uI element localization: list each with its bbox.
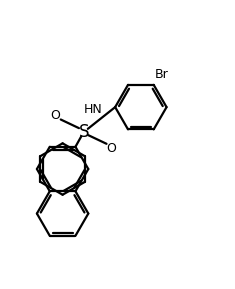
Text: O: O bbox=[51, 109, 61, 122]
Text: HN: HN bbox=[84, 103, 102, 116]
Text: Br: Br bbox=[155, 68, 169, 81]
Text: O: O bbox=[107, 142, 117, 155]
Text: S: S bbox=[78, 123, 89, 141]
